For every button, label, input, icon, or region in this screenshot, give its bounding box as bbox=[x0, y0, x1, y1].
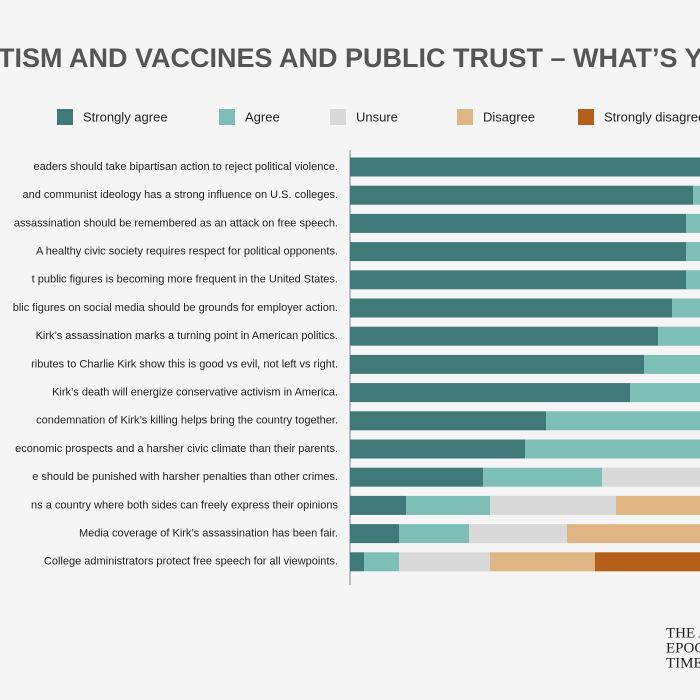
chart-title: TISM AND VACCINES AND PUBLIC TRUST – WHA… bbox=[0, 43, 700, 73]
bar-segment bbox=[525, 439, 700, 459]
logo-text: TIME bbox=[666, 655, 700, 671]
category-label: Kirk’s death will energize conservative … bbox=[52, 387, 338, 399]
bar-segment bbox=[602, 467, 700, 487]
legend-swatch bbox=[578, 109, 594, 125]
category-label: Media coverage of Kirk’s assassination h… bbox=[79, 528, 338, 540]
logo-text: THE A bbox=[666, 625, 700, 641]
legend-swatch bbox=[57, 109, 73, 125]
legend-swatch bbox=[330, 109, 346, 125]
bar-segment bbox=[350, 411, 546, 431]
category-label: assassination should be remembered as an… bbox=[14, 217, 338, 229]
category-label: t public figures is becoming more freque… bbox=[32, 274, 338, 286]
category-label: ns a country where both sides can freely… bbox=[31, 499, 338, 511]
category-label: condemnation of Kirk’s killing helps bri… bbox=[36, 415, 338, 427]
legend-label: Strongly agree bbox=[83, 109, 168, 124]
bar-segment bbox=[672, 298, 700, 318]
bar-segment bbox=[595, 552, 700, 572]
bar-segment bbox=[567, 524, 700, 544]
bar-segment bbox=[483, 467, 602, 487]
bar-segment bbox=[490, 495, 616, 515]
legend-swatch bbox=[457, 109, 473, 125]
legend-label: Agree bbox=[245, 109, 280, 124]
category-label: e should be punished with harsher penalt… bbox=[32, 471, 338, 483]
bar-segment bbox=[350, 354, 644, 374]
bar-segment bbox=[399, 524, 469, 544]
legend-label: Disagree bbox=[483, 109, 535, 124]
bar-segment bbox=[350, 298, 672, 318]
logo-text: EPOC bbox=[666, 640, 700, 656]
bar-segment bbox=[350, 383, 630, 403]
bar-segment bbox=[490, 552, 595, 572]
bar-segment bbox=[350, 213, 686, 233]
bar-segment bbox=[693, 185, 700, 205]
category-label: eaders should take bipartisan action to … bbox=[33, 161, 338, 173]
category-label: College administrators protect free spee… bbox=[44, 556, 338, 568]
bar-segment bbox=[350, 495, 406, 515]
bar-segment bbox=[630, 383, 700, 403]
bar-segment bbox=[350, 242, 686, 262]
bar-segment bbox=[350, 270, 686, 290]
category-label: Kirk’s assassination marks a turning poi… bbox=[36, 330, 338, 342]
bar-segment bbox=[350, 439, 525, 459]
bar-segment bbox=[350, 157, 700, 177]
category-label: blic figures on social media should be g… bbox=[13, 302, 338, 314]
bar-segment bbox=[364, 552, 399, 572]
bar-segment bbox=[686, 270, 700, 290]
bar-segment bbox=[616, 495, 700, 515]
bar-segment bbox=[406, 495, 490, 515]
bar-segment bbox=[644, 354, 700, 374]
category-label: A healthy civic society requires respect… bbox=[36, 246, 338, 258]
bar-segment bbox=[399, 552, 490, 572]
bar-segment bbox=[350, 552, 364, 572]
category-label: ributes to Charlie Kirk show this is goo… bbox=[31, 358, 338, 370]
legend-label: Strongly disagree bbox=[604, 109, 700, 124]
bar-segment bbox=[350, 524, 399, 544]
bar-segment bbox=[686, 242, 700, 262]
bar-segment bbox=[350, 326, 658, 346]
bar-segment bbox=[350, 467, 483, 487]
category-label: and communist ideology has a strong infl… bbox=[22, 189, 338, 201]
bar-segment bbox=[546, 411, 700, 431]
legend-swatch bbox=[219, 109, 235, 125]
bar-segment bbox=[350, 185, 693, 205]
bar-segment bbox=[686, 213, 700, 233]
bar-segment bbox=[658, 326, 700, 346]
bar-segment bbox=[469, 524, 567, 544]
legend-label: Unsure bbox=[356, 109, 398, 124]
category-label: economic prospects and a harsher civic c… bbox=[15, 443, 338, 455]
